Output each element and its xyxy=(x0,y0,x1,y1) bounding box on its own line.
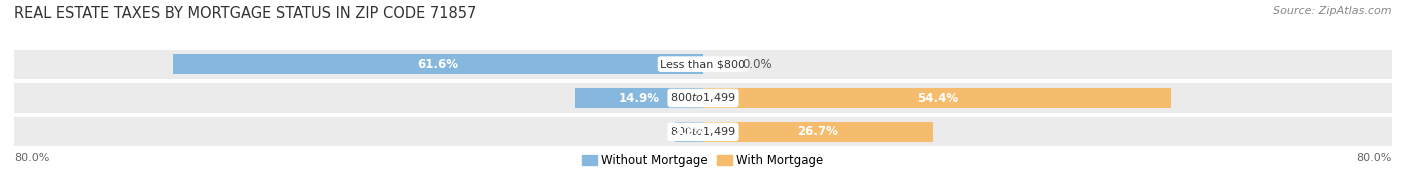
Text: 61.6%: 61.6% xyxy=(418,58,458,71)
Text: 54.4%: 54.4% xyxy=(917,92,957,104)
Text: 14.9%: 14.9% xyxy=(619,92,659,104)
Bar xyxy=(703,122,934,142)
Bar xyxy=(703,88,1171,108)
Bar xyxy=(575,88,703,108)
Bar xyxy=(173,54,703,74)
Text: Source: ZipAtlas.com: Source: ZipAtlas.com xyxy=(1274,6,1392,16)
Text: 80.0%: 80.0% xyxy=(1357,153,1392,163)
Text: 3.2%: 3.2% xyxy=(673,125,706,138)
Legend: Without Mortgage, With Mortgage: Without Mortgage, With Mortgage xyxy=(582,154,824,167)
Bar xyxy=(14,50,1392,79)
Bar xyxy=(675,122,703,142)
Bar xyxy=(14,117,1392,146)
Text: $800 to $1,499: $800 to $1,499 xyxy=(671,125,735,138)
Text: REAL ESTATE TAXES BY MORTGAGE STATUS IN ZIP CODE 71857: REAL ESTATE TAXES BY MORTGAGE STATUS IN … xyxy=(14,6,477,21)
Text: Less than $800: Less than $800 xyxy=(661,59,745,69)
Bar xyxy=(14,83,1392,113)
Text: 0.0%: 0.0% xyxy=(742,58,772,71)
Text: 80.0%: 80.0% xyxy=(14,153,49,163)
Text: 26.7%: 26.7% xyxy=(797,125,838,138)
Text: $800 to $1,499: $800 to $1,499 xyxy=(671,92,735,104)
